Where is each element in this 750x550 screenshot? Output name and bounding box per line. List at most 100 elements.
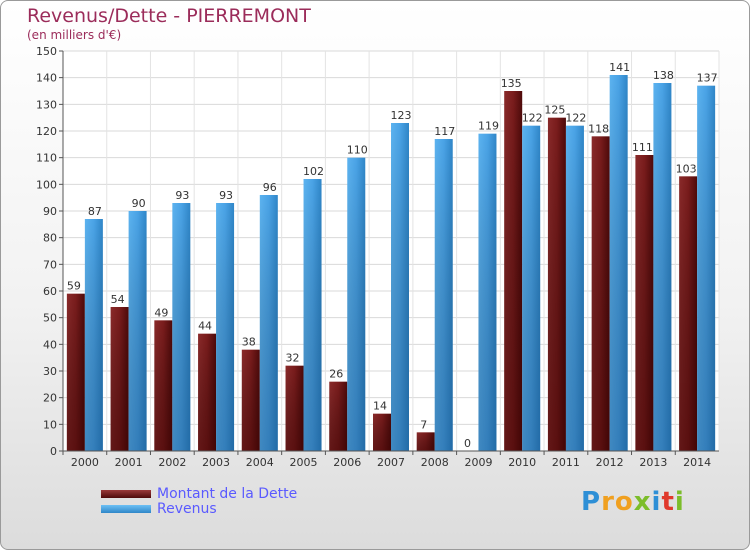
data-label-dette: 38 xyxy=(242,336,256,349)
x-tick-label: 2002 xyxy=(158,456,186,469)
x-tick-label: 2013 xyxy=(639,456,667,469)
legend-label-dette: Montant de la Dette xyxy=(157,486,298,502)
data-label-dette: 32 xyxy=(286,352,300,365)
bar-shade-dette xyxy=(198,333,217,451)
data-label-revenus: 110 xyxy=(347,144,368,157)
bar-shade-revenus xyxy=(128,211,147,451)
bar-shade-revenus xyxy=(697,85,716,452)
bar-shade-dette xyxy=(416,432,435,451)
logo-letter: o xyxy=(614,487,634,517)
bar-shade-dette xyxy=(110,307,129,451)
bar-shade-revenus xyxy=(303,179,322,451)
x-tick-label: 2006 xyxy=(333,456,361,469)
legend-swatch-revenus xyxy=(101,505,151,513)
bar-shade-revenus xyxy=(478,133,497,451)
y-tick-label: 130 xyxy=(36,98,57,111)
data-label-revenus: 90 xyxy=(132,197,146,210)
y-tick-label: 50 xyxy=(43,312,57,325)
bar-shade-revenus xyxy=(609,75,628,451)
x-tick-label: 2008 xyxy=(421,456,449,469)
x-tick-label: 2001 xyxy=(115,456,143,469)
logo-letter: P xyxy=(581,487,602,517)
x-tick-label: 2012 xyxy=(596,456,624,469)
bar-shade-revenus xyxy=(347,157,366,451)
y-tick-label: 120 xyxy=(36,125,57,138)
logo-letter: i xyxy=(651,487,662,517)
y-tick-label: 90 xyxy=(43,205,57,218)
bar-shade-revenus xyxy=(434,139,453,451)
bar-shade-dette xyxy=(635,155,654,451)
data-label-revenus: 122 xyxy=(522,112,543,125)
y-tick-label: 0 xyxy=(50,445,57,458)
data-label-revenus: 102 xyxy=(303,165,324,178)
data-label-revenus: 93 xyxy=(219,189,233,202)
chart-subtitle: (en milliers d'€) xyxy=(27,28,122,42)
data-label-revenus: 87 xyxy=(88,205,102,218)
x-tick-label: 2009 xyxy=(464,456,492,469)
y-tick-label: 70 xyxy=(43,258,57,271)
x-tick-label: 2011 xyxy=(552,456,580,469)
x-tick-label: 2005 xyxy=(290,456,318,469)
legend-label-revenus: Revenus xyxy=(157,501,217,517)
y-tick-label: 80 xyxy=(43,232,57,245)
y-tick-label: 10 xyxy=(43,418,57,431)
logo-letter: x xyxy=(633,487,652,517)
data-label-revenus: 138 xyxy=(653,69,674,82)
logo-letter: t xyxy=(661,487,675,517)
bar-shade-revenus xyxy=(391,123,409,451)
proxiti-logo: Proxiti xyxy=(581,487,685,517)
bar-shade-dette xyxy=(241,349,260,451)
bar-shade-revenus xyxy=(522,125,541,452)
data-label-revenus: 141 xyxy=(609,61,630,74)
bars-layer xyxy=(66,75,716,452)
bar-shade-dette xyxy=(154,320,173,451)
y-tick-label: 40 xyxy=(43,338,57,351)
data-label-dette: 118 xyxy=(588,122,609,135)
data-label-dette: 103 xyxy=(676,162,697,175)
bar-shade-revenus xyxy=(172,203,191,451)
x-tick-label: 2003 xyxy=(202,456,230,469)
bar-shade-dette xyxy=(285,365,304,451)
y-tick-label: 20 xyxy=(43,392,57,405)
y-tick-label: 110 xyxy=(36,152,57,165)
data-label-dette: 7 xyxy=(420,418,427,431)
axis-layer: 0102030405060708090100110120130140150200… xyxy=(36,45,719,469)
data-label-revenus: 93 xyxy=(175,189,189,202)
bar-shade-revenus xyxy=(653,83,672,451)
chart-title: Revenus/Dette - PIERREMONT xyxy=(27,5,311,27)
bar-shade-dette xyxy=(679,176,698,452)
bar-shade-revenus xyxy=(259,195,278,451)
y-tick-label: 100 xyxy=(36,178,57,191)
data-label-revenus: 123 xyxy=(391,109,412,122)
x-tick-label: 2004 xyxy=(246,456,274,469)
bar-shade-revenus xyxy=(216,203,235,451)
bar-shade-revenus xyxy=(565,125,584,452)
x-tick-label: 2000 xyxy=(71,456,99,469)
bar-shade-dette xyxy=(504,91,523,451)
labels-layer: 59 87 54 90 49 93 44 93 38 96 32 102 26 110 14 123 7 117 0… xyxy=(67,61,718,450)
data-label-revenus: 96 xyxy=(263,181,277,194)
data-label-dette: 59 xyxy=(67,280,81,293)
y-tick-label: 30 xyxy=(43,365,57,378)
data-label-revenus: 137 xyxy=(697,72,718,85)
y-tick-label: 140 xyxy=(36,72,57,85)
data-label-dette: 26 xyxy=(329,368,343,381)
x-tick-label: 2010 xyxy=(508,456,536,469)
data-label-dette: 125 xyxy=(544,104,565,117)
bar-shade-dette xyxy=(547,117,566,452)
legend-swatch-dette xyxy=(101,490,151,498)
bar-shade-dette xyxy=(373,413,391,451)
data-label-revenus: 122 xyxy=(565,112,586,125)
y-tick-label: 150 xyxy=(36,45,57,58)
data-label-dette: 111 xyxy=(632,141,653,154)
y-tick-label: 60 xyxy=(43,285,57,298)
data-label-dette: 135 xyxy=(501,77,522,90)
bar-shade-dette xyxy=(66,293,85,451)
x-tick-label: 2014 xyxy=(683,456,711,469)
data-label-revenus: 119 xyxy=(478,120,499,133)
bar-shade-dette xyxy=(329,381,348,451)
logo-letter: i xyxy=(674,487,685,517)
data-label-dette: 0 xyxy=(464,437,471,450)
